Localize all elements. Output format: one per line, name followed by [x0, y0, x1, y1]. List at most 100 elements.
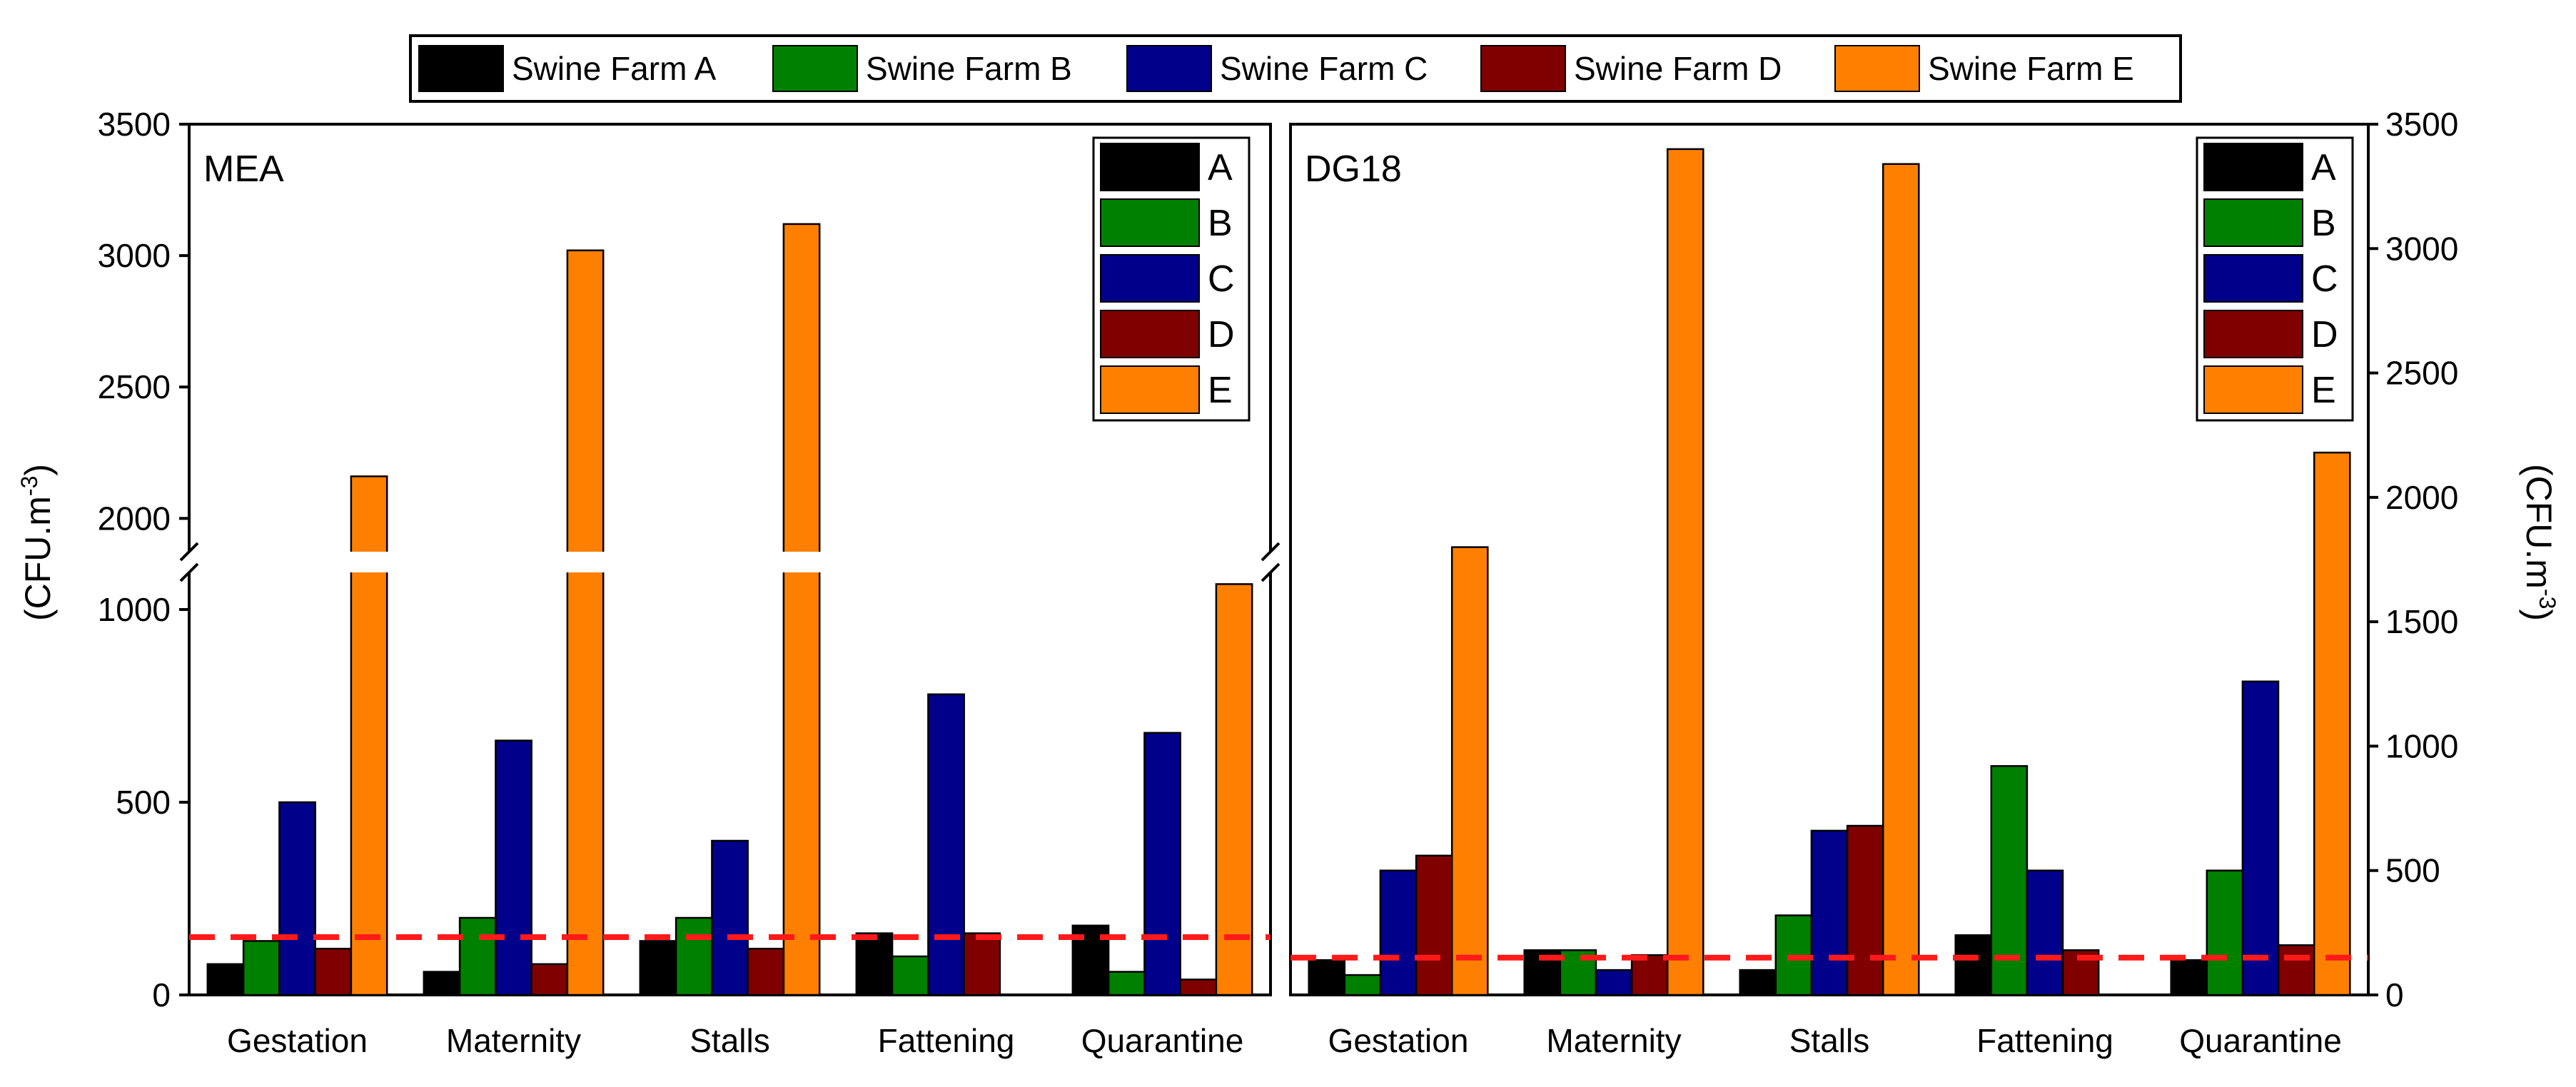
y-tick-label-right: 3500 — [2385, 106, 2458, 143]
bar-right-B-gestation — [1343, 974, 1382, 996]
x-tick-label-right: Fattening — [1976, 1022, 2113, 1059]
bar-left-A-stalls — [639, 940, 677, 996]
bar-left-D-fattening — [963, 932, 1001, 996]
bar-left-B-quarantine — [1107, 971, 1146, 996]
x-tick-label-left: Stalls — [690, 1022, 769, 1059]
bar-right-C-fattening — [2026, 869, 2064, 996]
axis-break-mark — [179, 542, 199, 562]
y-tick-label-right: 2000 — [2385, 479, 2458, 516]
bar-right-E-quarantine — [2313, 451, 2351, 996]
y-tick-label-left: 2500 — [98, 368, 171, 405]
x-tick-label-right: Gestation — [1328, 1022, 1469, 1059]
inner-legend-label-D: D — [1208, 314, 1235, 355]
inner-legend-label-E: E — [1208, 370, 1233, 411]
inner-legend-swatch-A — [1100, 143, 1200, 191]
y-tick-label-right: 3000 — [2385, 230, 2458, 267]
bar-left-C-fattening — [927, 693, 965, 996]
x-tick-label-left: Fattening — [878, 1022, 1015, 1059]
bar-right-A-fattening — [1954, 934, 1993, 996]
y-axis-label-left: (CFU.m-3) — [16, 464, 58, 621]
axis-break-band — [182, 552, 1278, 572]
bar-right-E-gestation — [1450, 546, 1489, 996]
bar-left-D-stalls — [747, 947, 785, 996]
inner-legend-swatch-C — [1100, 254, 1200, 303]
y-tick-label-left: 3000 — [98, 237, 171, 274]
panel-title-right: DG18 — [1305, 148, 1402, 190]
bar-right-B-quarantine — [2206, 869, 2244, 996]
top-legend-swatch-5 — [1834, 45, 1920, 92]
bar-left-E-quarantine — [1215, 583, 1253, 996]
x-tick-label-right: Quarantine — [2179, 1022, 2342, 1059]
y-tick-label-left: 0 — [152, 976, 171, 1013]
inner-legend-label-D: D — [2311, 314, 2338, 355]
bar-left-A-maternity — [423, 971, 461, 996]
inner-legend-label-C: C — [1208, 258, 1235, 300]
bar-right-D-gestation — [1415, 854, 1453, 996]
top-legend-swatch-3 — [1126, 45, 1212, 92]
bars — [189, 148, 2368, 996]
bar-right-E-maternity — [1666, 148, 1704, 996]
inner-legend-swatch-C — [2203, 254, 2303, 303]
bar-left-A-fattening — [855, 932, 894, 996]
y-tick-label-left: 2000 — [98, 500, 171, 537]
bar-left-D-maternity — [530, 963, 569, 996]
bar-left-B-maternity — [458, 916, 497, 996]
bar-left-C-gestation — [278, 801, 316, 996]
inner-legend-label-B: B — [1208, 203, 1233, 244]
bar-right-D-maternity — [1630, 954, 1669, 996]
inner-legend-label-A: A — [1208, 147, 1233, 188]
inner-legend-label-E: E — [2311, 370, 2336, 411]
y-axis-label-right: (CFU.m-3) — [2519, 464, 2560, 621]
top-legend-label-4: Swine Farm D — [1574, 50, 1782, 87]
bar-right-C-quarantine — [2241, 680, 2280, 996]
inner-legend-swatch-A — [2203, 143, 2303, 191]
axis-break-mark — [179, 562, 199, 582]
bar-left-C-maternity — [495, 739, 532, 996]
bar-right-E-stalls — [1882, 163, 1920, 996]
y-tick-label-left: 3500 — [98, 106, 171, 143]
inner-legend-swatch-D — [1100, 310, 1200, 358]
bar-left-B-stalls — [675, 916, 713, 996]
y-tick-label-right: 500 — [2385, 852, 2440, 889]
bar-right-C-maternity — [1595, 969, 1633, 996]
bar-right-A-quarantine — [2170, 959, 2208, 996]
inner-legend-label-C: C — [2311, 258, 2338, 300]
x-tick-label-left: Gestation — [227, 1022, 368, 1059]
inner-legend-swatch-B — [1100, 198, 1200, 247]
bar-right-C-gestation — [1379, 869, 1418, 996]
axes: Gestation Maternity Stalls Fattening Quarant… — [16, 106, 2560, 1059]
bar-left-B-gestation — [242, 940, 281, 996]
y-tick-label-right: 1500 — [2385, 603, 2458, 640]
bar-right-A-stalls — [1739, 969, 1777, 996]
bar-right-B-fattening — [1990, 765, 2029, 996]
bar-left-D-quarantine — [1179, 979, 1218, 996]
bar-left-B-fattening — [891, 955, 929, 996]
inner-legend-swatch-D — [2203, 310, 2303, 358]
top-legend-label-5: Swine Farm E — [1928, 50, 2134, 87]
top-legend-swatch-4 — [1480, 45, 1566, 92]
axis-break-mark — [1261, 542, 1281, 562]
panel-title-left: MEA — [203, 148, 284, 190]
inner-legend-label-B: B — [2311, 203, 2336, 244]
bar-left-E-maternity — [566, 249, 605, 996]
bar-left-A-gestation — [206, 963, 245, 996]
inner-legend-swatch-B — [2203, 198, 2303, 247]
x-tick-label-left: Quarantine — [1081, 1022, 1244, 1059]
x-tick-label-right: Maternity — [1546, 1022, 1681, 1059]
y-tick-label-left: 500 — [116, 784, 171, 821]
bar-right-D-quarantine — [2277, 944, 2315, 996]
y-tick-label-right: 0 — [2385, 976, 2404, 1013]
top-legend-label-1: Swine Farm A — [512, 50, 717, 87]
bar-right-C-stalls — [1810, 829, 1849, 996]
y-tick-label-right: 2500 — [2385, 355, 2458, 392]
axis-break-mark — [1261, 562, 1281, 582]
inner-legend-label-A: A — [2311, 147, 2336, 188]
inner-legend-swatch-E — [1100, 365, 1200, 414]
top-legend-label-3: Swine Farm C — [1220, 50, 1428, 87]
inner-legend-swatch-E — [2203, 365, 2303, 414]
x-tick-label-right: Stalls — [1789, 1022, 1869, 1059]
bar-left-E-stalls — [782, 223, 821, 996]
bar-left-D-gestation — [314, 947, 353, 996]
